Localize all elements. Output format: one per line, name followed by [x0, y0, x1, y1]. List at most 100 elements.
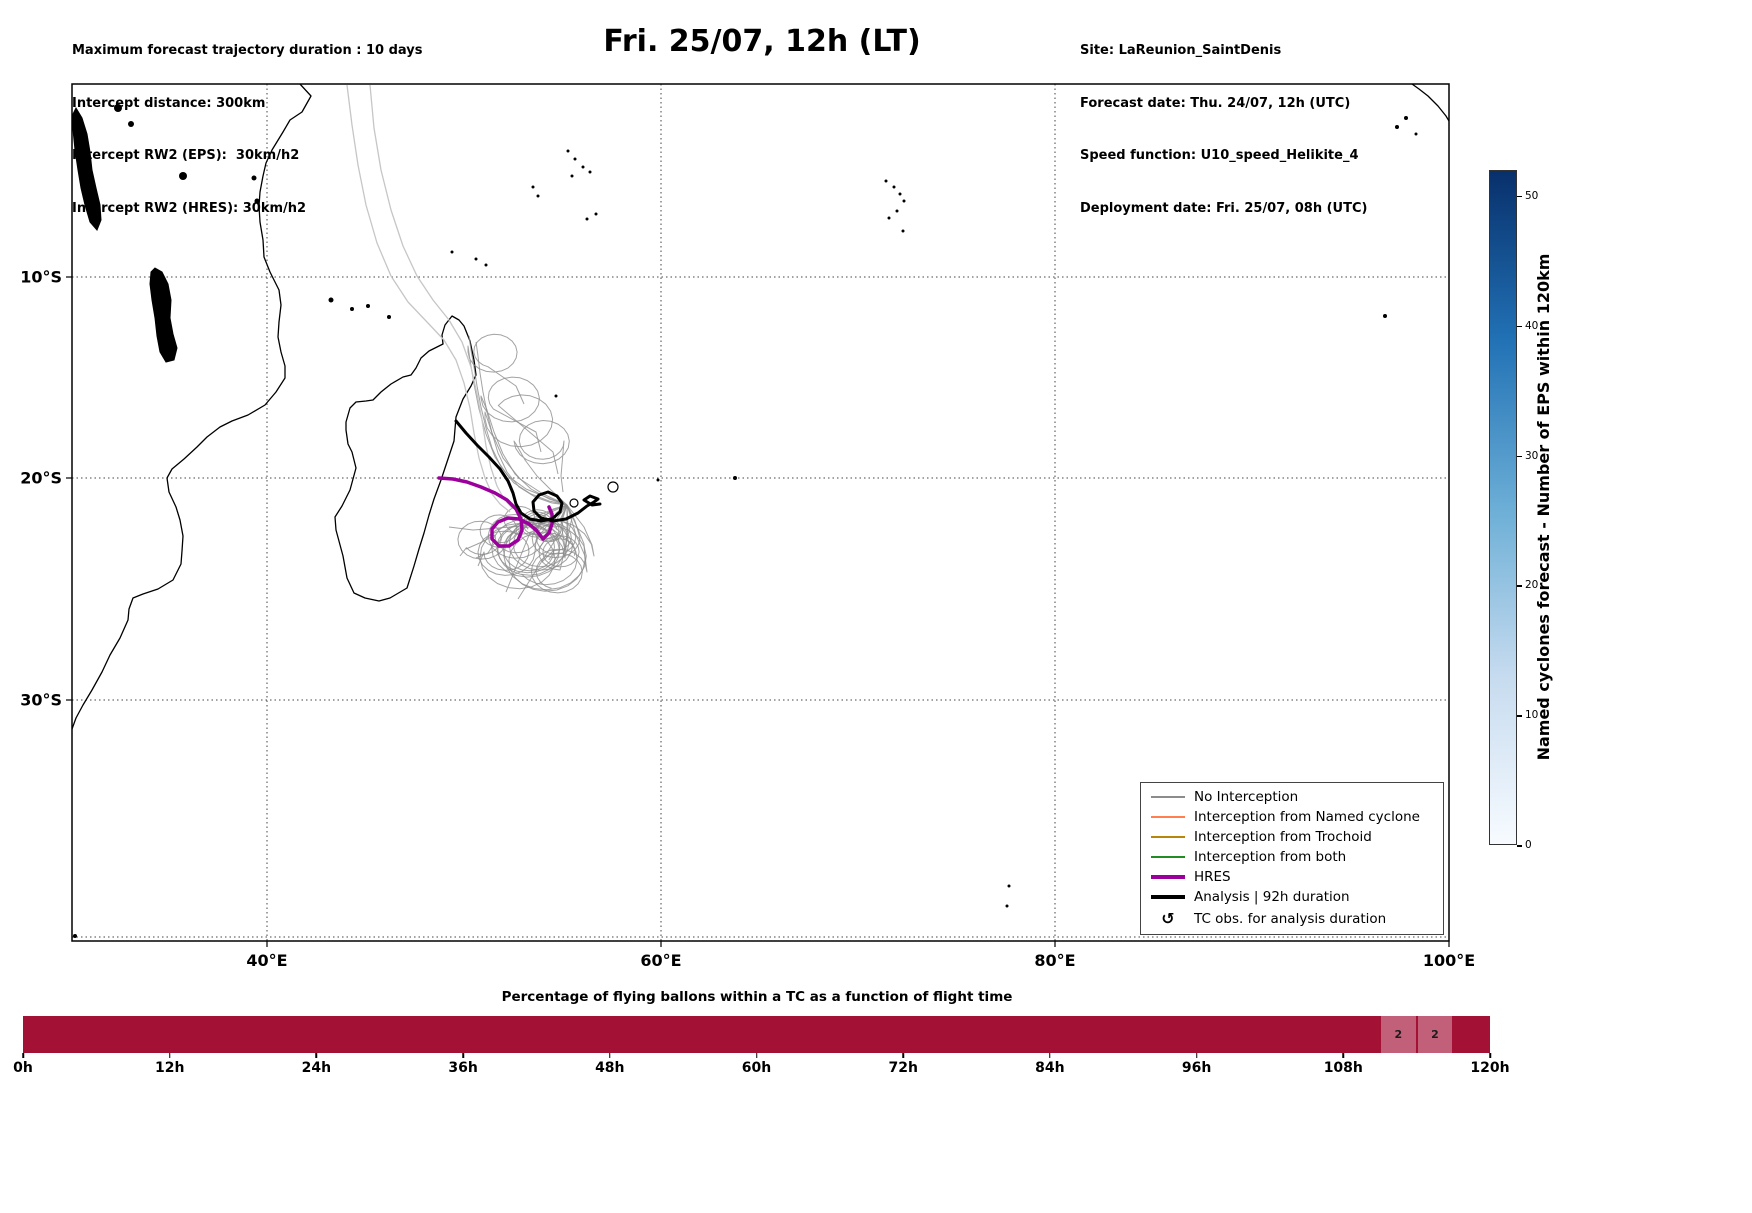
legend-label: No Interception: [1194, 789, 1299, 805]
strip-tick-label: 12h: [154, 1060, 185, 1076]
colorbar-tick-label: 0: [1525, 839, 1532, 851]
island-dot: [254, 198, 260, 204]
island-dot: [594, 212, 598, 216]
island-dot: [581, 165, 585, 169]
island-dot: [350, 307, 354, 311]
island-dot: [474, 257, 478, 261]
lat-tick-label: 20°S: [20, 468, 62, 488]
legend-item: Analysis | 92h duration: [1151, 889, 1433, 905]
eps-trajectory: [468, 335, 568, 506]
config-line-duration: Maximum forecast trajectory duration : 1…: [72, 43, 423, 58]
island-dot: [892, 185, 896, 189]
colorbar-tick-label: 50: [1525, 189, 1539, 202]
colorbar-tick: [1517, 845, 1522, 847]
legend-label: Interception from both: [1194, 849, 1347, 865]
tc-strip-cell-value: 2: [1431, 1028, 1439, 1041]
eps-trajectory: [467, 333, 568, 506]
eps-trajectory: [480, 376, 568, 506]
page-title: Fri. 25/07, 12h (LT): [603, 24, 921, 59]
lat-tick-label: 30°S: [20, 690, 62, 710]
island-dot: [328, 297, 334, 303]
strip-tick-label: 36h: [448, 1060, 478, 1076]
eps-trajectory: [479, 505, 568, 593]
island-dot: [1383, 314, 1387, 318]
strip-title: Percentage of flying ballons within a TC…: [501, 989, 1013, 1005]
island-dot: [536, 194, 540, 198]
eps-trajectory: [484, 394, 568, 506]
eps-trajectory-light: [346, 84, 511, 513]
eps-trajectory-light: [369, 84, 514, 510]
island-dot: [387, 315, 391, 319]
lake-shape: [149, 267, 178, 363]
island-dot: [1005, 904, 1009, 908]
island-dot: [733, 476, 737, 480]
legend-label: Analysis | 92h duration: [1194, 889, 1350, 905]
site-info-block: Site: LaReunion_SaintDenis Forecast date…: [1080, 7, 1367, 252]
strip-tick: [755, 1053, 758, 1058]
strip-tick: [1195, 1053, 1198, 1058]
colorbar-tick: [1517, 325, 1522, 328]
sumatra-coastline: [1411, 84, 1449, 122]
legend-line-sample: [1151, 875, 1185, 879]
legend-sample: [1151, 895, 1185, 899]
strip-tick-label: 60h: [741, 1060, 772, 1076]
eps-trajectory: [538, 504, 580, 571]
island-dot: [901, 229, 905, 233]
tc-obs-icon: ↺: [1161, 909, 1175, 928]
colorbar-tick: [1517, 195, 1522, 198]
legend-label: HRES: [1194, 869, 1231, 885]
strip-tick-label: 72h: [888, 1060, 918, 1076]
africa-coastline: [72, 84, 312, 730]
lat-tick-label: 10°S: [20, 267, 62, 287]
island-dot: [531, 185, 535, 189]
legend-item: HRES: [1151, 869, 1433, 885]
tc-strip-cell: 2: [1380, 1016, 1416, 1053]
config-line-rw2-eps: Intercept RW2 (EPS): 30km/h2: [72, 148, 300, 163]
legend-item: Interception from both: [1151, 849, 1433, 865]
legend-sample: [1151, 796, 1185, 798]
legend-label: Interception from Named cyclone: [1194, 809, 1420, 825]
island-dot: [898, 192, 902, 196]
eps-trajectory: [457, 504, 568, 560]
island-dot: [884, 179, 888, 183]
strip-tick: [1489, 1053, 1491, 1058]
island-outline: [569, 498, 579, 508]
legend-item: Interception from Named cyclone: [1151, 809, 1433, 825]
legend-sample: [1151, 816, 1185, 818]
legend-item: Interception from Trochoid: [1151, 829, 1433, 845]
info-line-speed-function: Speed function: U10_speed_Helikite_4: [1080, 148, 1359, 163]
colorbar-tick-label: 10: [1525, 709, 1539, 722]
analysis-trajectory: [454, 419, 602, 523]
legend-label: TC obs. for analysis duration: [1194, 910, 1387, 927]
island-dot: [1414, 132, 1418, 136]
legend-line-sample: [1151, 895, 1185, 899]
lake-shape: [72, 106, 102, 231]
strip-tick: [315, 1053, 318, 1058]
legend-item: ↺ TC obs. for analysis duration: [1151, 909, 1433, 928]
colorbar-tick: [1517, 585, 1522, 587]
info-line-site: Site: LaReunion_SaintDenis: [1080, 43, 1282, 58]
config-line-rw2-hres: Intercept RW2 (HRES): 30km/h2: [72, 200, 307, 216]
colorbar-tick: [1517, 715, 1522, 717]
info-line-deployment-date: Deployment date: Fri. 25/07, 08h (UTC): [1080, 200, 1368, 216]
eps-trajectory: [508, 504, 586, 592]
island-dot: [570, 174, 574, 178]
legend-line-sample: [1151, 816, 1185, 818]
colorbar-tick: [1517, 455, 1522, 458]
eps-trajectory: [491, 504, 568, 578]
eps-trajectory: [503, 504, 595, 591]
island-dot: [895, 209, 899, 213]
lon-tick-label: 40°E: [246, 951, 288, 970]
island-dot: [484, 263, 488, 267]
map-canvas: [66, 83, 1450, 947]
strip-tick: [168, 1053, 171, 1058]
strip-tick-label: 84h: [1035, 1060, 1065, 1076]
lon-tick-label: 100°E: [1422, 951, 1476, 970]
eps-trajectory: [465, 504, 568, 559]
island-dot: [902, 199, 906, 203]
island-dot: [585, 217, 589, 221]
island-dot: [1404, 116, 1408, 120]
lon-tick-label: 60°E: [640, 951, 682, 970]
tc-strip-cell-value: 2: [1394, 1028, 1403, 1041]
